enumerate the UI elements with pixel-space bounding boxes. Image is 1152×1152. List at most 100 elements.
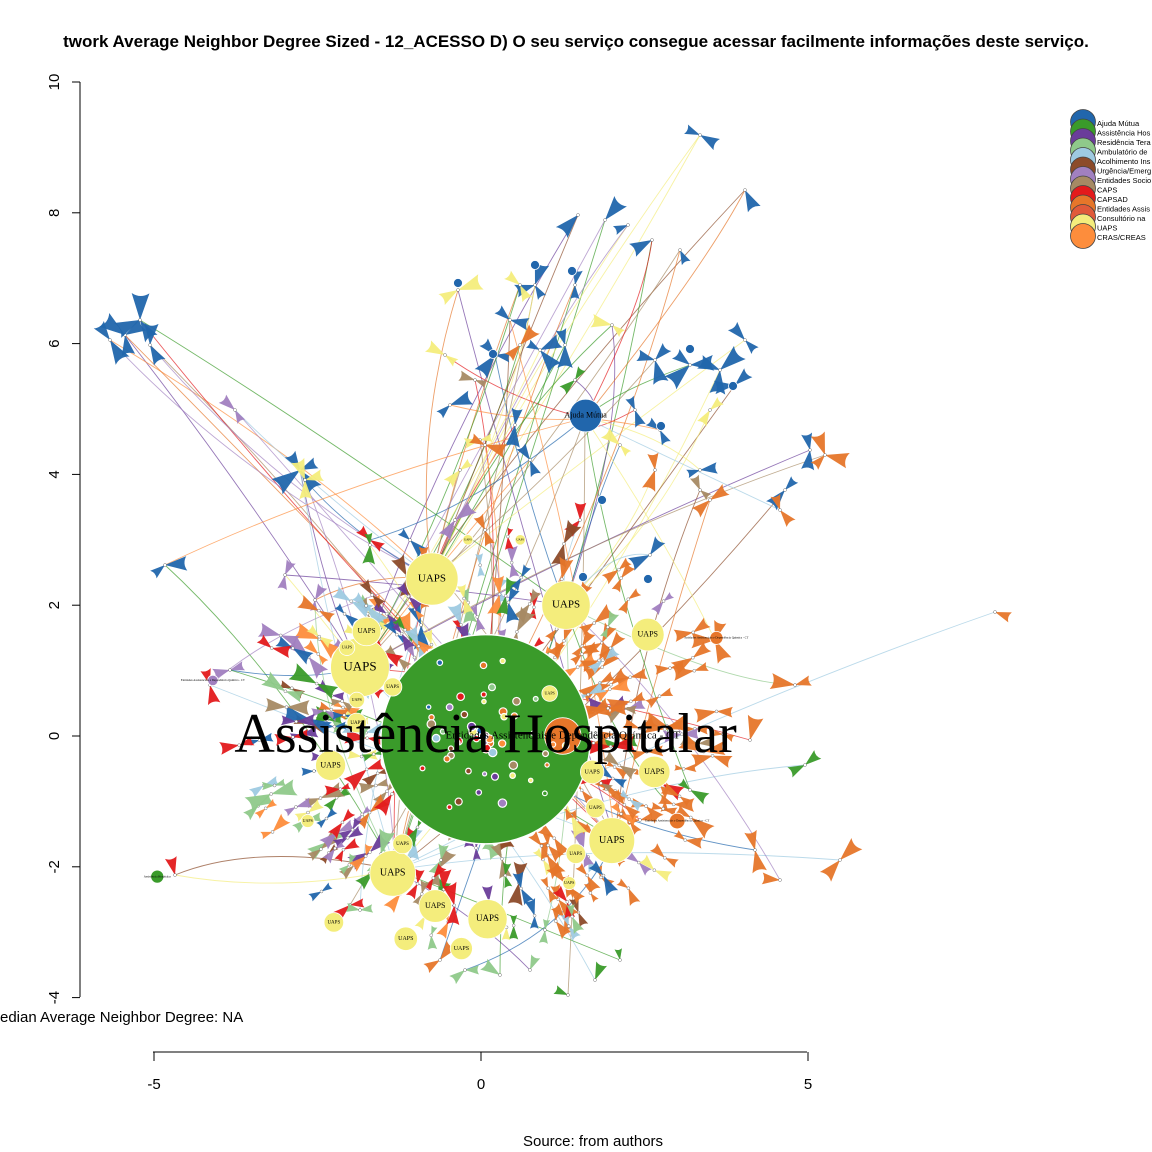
peripheral-node — [611, 562, 636, 593]
inner-node — [481, 698, 487, 705]
node-label: Entidades Assistenciais e Dependência Qu… — [181, 678, 245, 682]
labeled-node — [449, 937, 473, 961]
peripheral-node — [618, 588, 642, 615]
node-label: UAPS — [386, 685, 399, 690]
peripheral-node — [566, 903, 585, 935]
peripheral-node — [603, 195, 627, 222]
inner-node — [426, 719, 437, 729]
inner-node — [481, 771, 488, 777]
inner-node — [530, 729, 538, 737]
node-label: UAPS — [358, 627, 376, 635]
peripheral-node — [600, 610, 620, 639]
labeled-node — [369, 850, 417, 897]
legend-label: Acolhimento Ins — [1097, 157, 1151, 166]
peripheral-node — [334, 603, 359, 627]
peripheral-node — [297, 595, 335, 623]
peripheral-node — [697, 397, 724, 427]
ajuda-mutua-node — [728, 381, 738, 391]
labeled-node — [346, 712, 367, 734]
peripheral-node — [469, 433, 508, 458]
labeled-node — [541, 685, 558, 702]
inner-node — [544, 762, 550, 768]
peripheral-node — [322, 841, 345, 864]
peripheral-node — [649, 843, 679, 868]
peripheral-node — [449, 965, 479, 985]
inner-node — [549, 741, 557, 748]
peripheral-node — [441, 881, 460, 926]
peripheral-node — [274, 729, 310, 746]
inner-node — [499, 657, 506, 665]
peripheral-node — [425, 340, 459, 367]
node-label: Entidades Assistenciais e Dependência Qu… — [645, 819, 709, 823]
peripheral-node — [744, 829, 767, 874]
peripheral-node — [438, 274, 484, 305]
median-degree-text: edian Average Neighbor Degree: NA — [0, 1009, 243, 1026]
peripheral-node — [593, 961, 608, 982]
node-label: UAPS — [396, 842, 409, 847]
peripheral-node — [512, 588, 542, 624]
peripheral-node — [642, 452, 659, 492]
peripheral-node — [622, 716, 657, 731]
node-label: UAPS — [464, 537, 472, 541]
inner-node — [439, 728, 447, 735]
node-label: UAPS — [418, 573, 446, 585]
legend-label: CAPSAD — [1097, 195, 1128, 204]
peripheral-node — [293, 622, 341, 659]
labeled-node — [393, 926, 418, 951]
ajuda-mutua-node — [685, 344, 695, 354]
peripheral-node — [510, 564, 532, 592]
inner-node — [479, 661, 488, 670]
peripheral-node — [480, 958, 502, 977]
peripheral-node — [505, 407, 523, 448]
peripheral-node — [787, 750, 822, 778]
ajuda-mutua-node — [567, 266, 577, 276]
peripheral-node — [691, 483, 730, 518]
node-label: Entidades Assistenciais e Dependência Qu… — [684, 636, 748, 640]
node-label: UAPS — [342, 645, 352, 650]
peripheral-node — [638, 854, 673, 883]
labeled-node — [709, 630, 724, 645]
peripheral-node — [277, 559, 296, 591]
peripheral-node — [993, 610, 1012, 623]
peripheral-node — [761, 872, 782, 885]
peripheral-node — [743, 188, 761, 213]
legend-label: Assistência Hos — [1097, 129, 1151, 138]
legend-label: Entidades Socio — [1097, 176, 1151, 185]
peripheral-node — [677, 778, 710, 805]
inner-node — [475, 789, 483, 796]
inner-node — [446, 804, 453, 811]
peripheral-node — [423, 863, 447, 892]
y-tick-label: -4 — [46, 991, 63, 1004]
peripheral-node — [327, 808, 356, 839]
peripheral-node — [583, 881, 599, 903]
peripheral-node — [770, 493, 796, 528]
legend-label: Entidades Assis — [1097, 205, 1150, 214]
peripheral-node — [351, 592, 389, 629]
labeled-node — [351, 616, 382, 647]
inner-node — [497, 739, 507, 748]
peripheral-node — [291, 457, 324, 500]
peripheral-node — [405, 868, 425, 900]
peripheral-node — [524, 897, 539, 929]
labeled-node — [338, 639, 356, 656]
inner-node — [541, 790, 548, 797]
labeled-node — [383, 677, 403, 697]
peripheral-node — [505, 527, 514, 550]
y-tick-label: 2 — [46, 601, 63, 609]
y-tick-label: -2 — [46, 860, 63, 873]
inner-node — [465, 767, 472, 775]
labeled-node — [568, 398, 603, 433]
node-label: UAPS — [425, 901, 445, 910]
inner-node — [466, 721, 477, 732]
ajuda-mutua-node — [488, 349, 498, 359]
labeled-node — [462, 534, 474, 546]
peripheral-node — [602, 750, 638, 780]
labeled-node — [150, 869, 165, 884]
peripheral-node — [538, 918, 551, 944]
node-label: UAPS — [320, 760, 340, 769]
x-tick-label: 0 — [477, 1076, 485, 1093]
peripheral-node — [601, 557, 632, 585]
ajuda-mutua-node — [578, 572, 588, 582]
y-tick-label: 6 — [46, 339, 63, 347]
